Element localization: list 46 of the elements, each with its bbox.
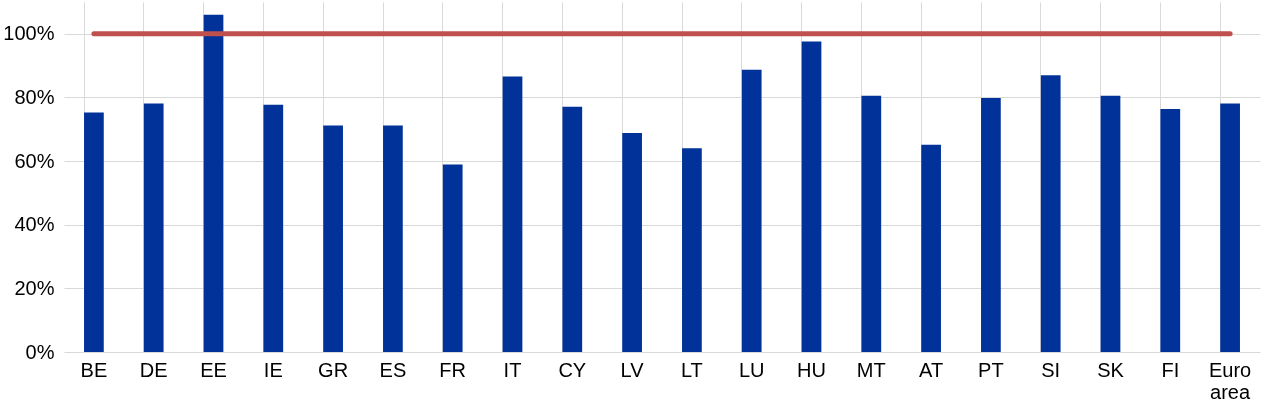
bar: [143, 103, 164, 352]
y-tick-label: 80%: [14, 85, 55, 108]
x-tick-label: LU: [738, 358, 765, 381]
bar: [1040, 75, 1061, 352]
x-tick-label: LT: [680, 358, 703, 381]
y-tick-label: 20%: [14, 276, 55, 299]
bar: [741, 69, 762, 352]
x-tick-label: HU: [797, 358, 826, 381]
x-tick-label: MT: [856, 358, 886, 381]
bar: [1220, 103, 1240, 352]
bar: [263, 104, 284, 352]
x-tick-label: PT: [978, 358, 1004, 381]
x-tick-label: EE: [200, 358, 227, 381]
x-tick-label: SI: [1041, 358, 1061, 381]
x-tick-label: AT: [919, 358, 944, 381]
x-tick-label: IT: [503, 358, 522, 381]
x-tick-label: DE: [139, 358, 168, 381]
bar: [203, 14, 224, 352]
x-tick-label: CY: [558, 358, 587, 381]
x-tick-label: GR: [318, 358, 349, 381]
bar: [562, 106, 583, 352]
x-tick-label: Euro area: [1208, 358, 1252, 403]
y-tick-label: 60%: [14, 149, 55, 172]
y-tick-label: 40%: [14, 213, 55, 236]
bar: [921, 144, 941, 352]
x-tick-label: BE: [80, 358, 108, 381]
bar: [383, 125, 403, 352]
bar: [1160, 108, 1181, 352]
bar: [861, 95, 882, 352]
x-tick-label: IE: [263, 358, 283, 381]
x-tick-label: SK: [1097, 358, 1125, 381]
x-tick-label: FI: [1161, 358, 1180, 381]
y-tick-label: 100%: [3, 22, 55, 45]
bar: [981, 98, 1001, 352]
x-tick-label: FR: [439, 358, 467, 381]
x-tick-label: LV: [620, 358, 645, 381]
x-tick-label: ES: [379, 358, 407, 381]
bar: [502, 76, 523, 352]
bar: [84, 112, 104, 352]
bar: [1100, 95, 1121, 352]
bar: [622, 133, 642, 352]
bar: [323, 125, 343, 352]
bar: [682, 148, 702, 352]
bar: [442, 164, 463, 352]
y-tick-label: 0%: [25, 340, 55, 363]
bar: [801, 41, 822, 352]
